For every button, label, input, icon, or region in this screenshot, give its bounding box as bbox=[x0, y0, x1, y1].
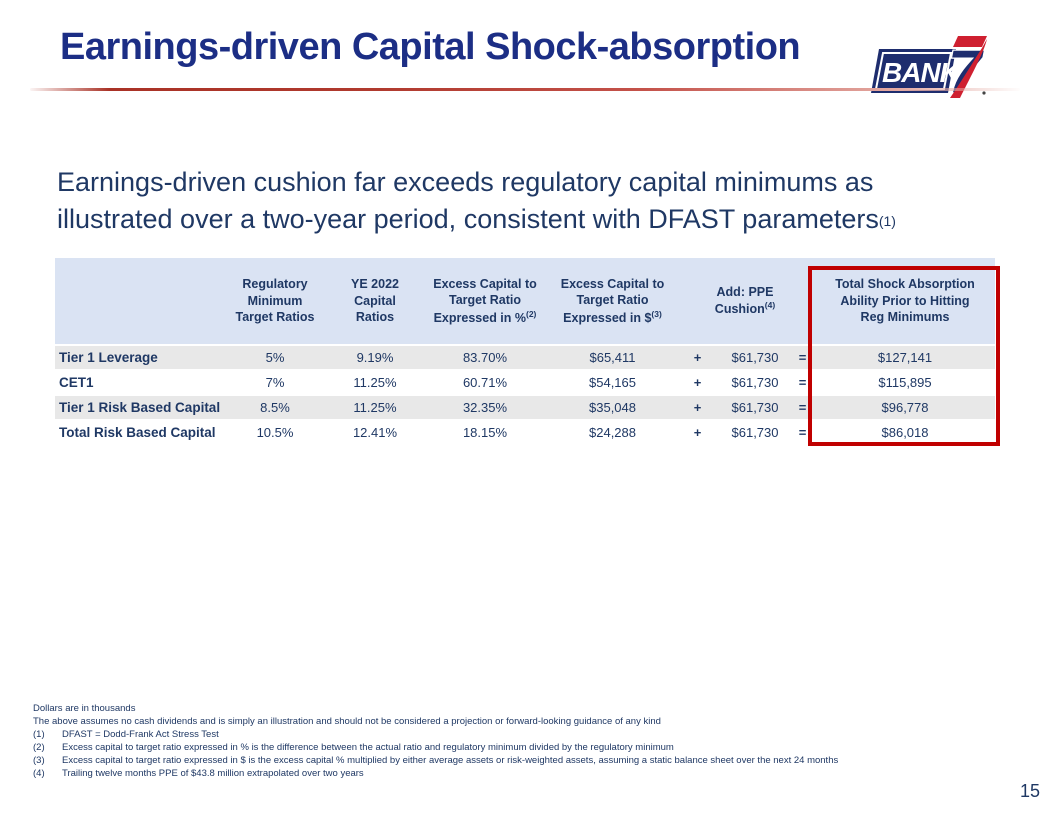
cell-regulatory-min: 10.5% bbox=[256, 425, 294, 440]
footnote-dollars: Dollars are in thousands bbox=[33, 703, 136, 714]
cell-regulatory-min: 7% bbox=[265, 375, 285, 390]
cell-excess-usd: $54,165 bbox=[589, 375, 636, 390]
footnote-number: (3) bbox=[33, 755, 45, 766]
plus-operator: + bbox=[693, 400, 702, 415]
bank7-logo-graphic: BANK 7 bbox=[871, 36, 987, 106]
cell-ye2022: 12.41% bbox=[352, 425, 398, 440]
cell-excess-usd: $24,288 bbox=[589, 425, 636, 440]
equals-operator: = bbox=[798, 350, 807, 365]
cell-ye2022: 9.19% bbox=[356, 350, 394, 365]
footnote-number: (1) bbox=[33, 729, 45, 740]
header-cell-regulatory-minimum: Regulatory Minimum Target Ratios bbox=[235, 277, 315, 325]
row-label: Tier 1 Risk Based Capital bbox=[59, 400, 221, 415]
plus-operator: + bbox=[693, 375, 702, 390]
subtitle-line-2: illustrated over a two-year period, cons… bbox=[57, 204, 879, 234]
header-cell-excess-capital-usd: Excess Capital to Target Ratio Expressed… bbox=[560, 276, 665, 325]
cell-excess-pct: 18.15% bbox=[462, 425, 508, 440]
footnote-text: Excess capital to target ratio expressed… bbox=[62, 742, 674, 753]
page-number: 15 bbox=[1019, 781, 1040, 801]
table-row-cet1: CET1 7% 11.25% 60.71% $54,165 + $61,730 … bbox=[55, 371, 995, 394]
row-label: CET1 bbox=[59, 375, 94, 390]
title-underline-rule bbox=[30, 88, 1020, 91]
registered-mark bbox=[982, 91, 986, 95]
subtitle-line-1: Earnings-driven cushion far exceeds regu… bbox=[57, 167, 874, 197]
footnote-item-1: (1) DFAST = Dodd-Frank Act Stress Test bbox=[33, 728, 1023, 741]
cell-total-shock-absorption: $96,778 bbox=[881, 400, 929, 415]
capital-ratios-table: Regulatory Minimum Target Ratios YE 2022… bbox=[55, 258, 1000, 446]
cell-total-shock-absorption: $115,895 bbox=[878, 375, 932, 390]
cell-regulatory-min: 8.5% bbox=[260, 400, 290, 415]
cell-excess-pct: 32.35% bbox=[462, 400, 508, 415]
header-cell-total-shock-absorption: Total Shock Absorption Ability Prior to … bbox=[835, 277, 975, 325]
bank7-logo: BANK 7 bbox=[866, 34, 988, 106]
cell-regulatory-min: 5% bbox=[265, 350, 285, 365]
table-row-tier1-risk-based: Tier 1 Risk Based Capital 8.5% 11.25% 32… bbox=[55, 396, 995, 419]
plus-operator: + bbox=[693, 425, 702, 440]
cell-ye2022: 11.25% bbox=[353, 375, 397, 390]
table-header-row: Regulatory Minimum Target Ratios YE 2022… bbox=[55, 258, 995, 344]
cell-excess-usd: $35,048 bbox=[589, 400, 636, 415]
cell-ppe-cushion: $61,730 bbox=[731, 400, 779, 415]
cell-ppe-cushion: $61,730 bbox=[731, 375, 779, 390]
cell-total-shock-absorption: $86,018 bbox=[881, 425, 929, 440]
header-cell-ppe-cushion: Add: PPE Cushion(4) bbox=[714, 284, 776, 317]
cell-ppe-cushion: $61,730 bbox=[731, 425, 779, 440]
footnote-text: Trailing twelve months PPE of $43.8 mill… bbox=[62, 768, 364, 779]
header-cell-ye2022-ratios: YE 2022 Capital Ratios bbox=[351, 277, 399, 325]
table-row-total-risk-based: Total Risk Based Capital 10.5% 12.41% 18… bbox=[55, 421, 995, 444]
footnote-disclaimer: The above assumes no cash dividends and … bbox=[33, 716, 661, 727]
header-cell-excess-capital-pct: Excess Capital to Target Ratio Expressed… bbox=[433, 276, 537, 325]
footnote-text: DFAST = Dodd-Frank Act Stress Test bbox=[62, 729, 219, 740]
footnotes-block: Dollars are in thousands The above assum… bbox=[33, 702, 1023, 780]
equals-operator: = bbox=[798, 375, 807, 390]
cell-excess-pct: 83.70% bbox=[462, 350, 508, 365]
table-row-tier1-leverage: Tier 1 Leverage 5% 9.19% 83.70% $65,411 … bbox=[55, 346, 995, 369]
cell-total-shock-absorption: $127,141 bbox=[877, 350, 933, 365]
cell-excess-pct: 60.71% bbox=[462, 375, 508, 390]
slide-subtitle: Earnings-driven cushion far exceeds regu… bbox=[57, 164, 1017, 240]
equals-operator: = bbox=[798, 400, 807, 415]
row-label: Tier 1 Leverage bbox=[59, 350, 158, 365]
footnote-item-2: (2) Excess capital to target ratio expre… bbox=[33, 741, 1023, 754]
cell-ppe-cushion: $61,730 bbox=[731, 350, 779, 365]
footnote-item-3: (3) Excess capital to target ratio expre… bbox=[33, 754, 1023, 767]
logo-red-flag bbox=[953, 36, 987, 47]
footnote-item-4: (4) Trailing twelve months PPE of $43.8 … bbox=[33, 767, 1023, 780]
footnote-number: (2) bbox=[33, 742, 45, 753]
subtitle-footnote-ref: (1) bbox=[878, 213, 896, 229]
equals-operator: = bbox=[798, 425, 807, 440]
logo-word: BANK bbox=[882, 57, 962, 88]
footnote-text: Excess capital to target ratio expressed… bbox=[62, 755, 839, 766]
slide-title: Earnings-driven Capital Shock-absorption bbox=[60, 26, 801, 68]
cell-excess-usd: $65,411 bbox=[589, 350, 636, 365]
row-label: Total Risk Based Capital bbox=[59, 425, 216, 440]
plus-operator: + bbox=[693, 350, 702, 365]
footnote-number: (4) bbox=[33, 768, 45, 779]
cell-ye2022: 11.25% bbox=[353, 400, 397, 415]
